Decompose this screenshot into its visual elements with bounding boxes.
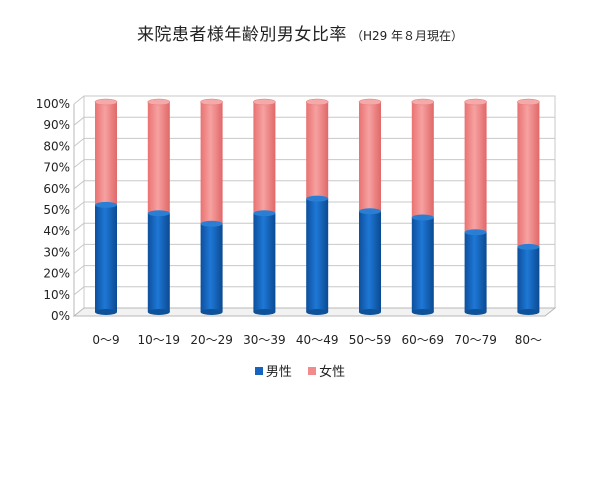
x-category-label: 70～79 xyxy=(454,333,497,347)
legend-item-male: 男性 xyxy=(254,361,292,380)
gridline-depth xyxy=(73,201,85,211)
legend-swatch-male xyxy=(254,366,263,375)
bar-female-cap xyxy=(305,98,329,106)
bars-layer xyxy=(94,98,540,315)
y-tick-label: 50% xyxy=(43,203,70,217)
gridline-depth xyxy=(73,138,85,147)
bar-male-base xyxy=(253,309,276,315)
gridline-depth xyxy=(73,95,85,105)
bar-male-base xyxy=(95,309,117,315)
bar-male-cap xyxy=(306,195,329,202)
gridline-depth xyxy=(73,222,85,232)
bar-male-base xyxy=(200,309,223,315)
bar-male-base xyxy=(359,309,381,315)
x-category-label: 50～59 xyxy=(349,333,392,347)
bar-male-base xyxy=(147,309,170,315)
legend-item-female: 女性 xyxy=(308,361,345,380)
x-category-label: 60～69 xyxy=(402,333,445,347)
bar-female xyxy=(359,102,381,212)
bar-male-cap xyxy=(253,210,276,217)
bar-female-cap xyxy=(358,98,382,106)
bar-female-cap xyxy=(94,98,118,106)
x-category-label: 80～ xyxy=(515,333,542,347)
bar-male-cap xyxy=(517,243,540,250)
bar-female xyxy=(464,102,487,233)
bar-female xyxy=(517,102,540,247)
bar-male-cap xyxy=(464,229,487,236)
y-tick-label: 30% xyxy=(43,245,70,259)
y-tick-label: 10% xyxy=(43,288,70,302)
bar-female-cap xyxy=(147,98,171,106)
gridline-depth xyxy=(73,244,85,253)
bar-male xyxy=(306,198,329,312)
legend: 男性 女性 xyxy=(0,361,600,380)
bar-male-base xyxy=(517,309,540,315)
bar-male xyxy=(200,223,223,312)
gridline-depth xyxy=(73,116,85,126)
chart-title: 来院患者様年齢別男女比率 （H29 年８月現在） xyxy=(0,20,600,45)
bar-male-base xyxy=(306,309,329,315)
bar-male-cap xyxy=(147,210,170,217)
gridline-depth xyxy=(73,159,85,168)
gridline-depth xyxy=(73,265,85,274)
bar-male-cap xyxy=(200,220,223,227)
gridline-depth xyxy=(73,180,85,190)
labels-layer: 0% 10% 20% 30% 40% 50% 60% 70% 80% 90% 100% 0～9 10～1… xyxy=(36,97,542,347)
y-tick-label: 0% xyxy=(51,309,70,323)
bar-male-cap xyxy=(359,208,381,215)
bar-male xyxy=(147,213,170,312)
y-tick-label: 80% xyxy=(43,139,70,153)
bar-male xyxy=(253,213,276,312)
bar-female xyxy=(147,102,170,214)
bar-female-cap xyxy=(253,98,276,106)
legend-swatch-female xyxy=(308,366,317,375)
bar-male xyxy=(95,204,117,312)
y-tick-label: 70% xyxy=(43,161,70,175)
x-category-label: 20～29 xyxy=(190,333,233,347)
y-tick-label: 90% xyxy=(43,118,70,132)
bar-female xyxy=(95,102,117,205)
bar-female-cap xyxy=(411,98,435,106)
y-tick-label: 60% xyxy=(43,182,70,196)
gridline-depth xyxy=(73,286,85,296)
bar-male xyxy=(359,211,381,312)
bar-male xyxy=(517,246,540,312)
x-category-label: 30～39 xyxy=(243,333,286,347)
y-tick-label: 40% xyxy=(43,224,70,238)
y-tick-label: 20% xyxy=(43,267,70,281)
bar-female xyxy=(411,102,434,218)
legend-label-female: 女性 xyxy=(319,365,346,380)
bar-male-cap xyxy=(95,201,117,208)
bar-female-cap xyxy=(200,98,223,106)
x-category-label: 40～49 xyxy=(296,333,339,347)
y-tick-label: 100% xyxy=(36,97,70,111)
legend-label-male: 男性 xyxy=(265,365,292,380)
chart-title-main: 来院患者様年齢別男女比率 xyxy=(136,25,347,45)
bar-female xyxy=(200,102,223,224)
x-category-label: 0～9 xyxy=(92,333,119,347)
bar-male-base xyxy=(411,309,434,315)
bar-male xyxy=(464,232,487,312)
bar-female xyxy=(306,102,329,199)
bar-male xyxy=(411,217,434,312)
bar-male-cap xyxy=(411,214,434,221)
x-category-label: 10～19 xyxy=(138,333,181,347)
bar-male-base xyxy=(464,309,487,315)
bar-female-cap xyxy=(464,98,487,106)
chart-subtitle: （H29 年８月現在） xyxy=(350,29,464,43)
bar-female xyxy=(253,102,276,214)
bar-female-cap xyxy=(517,98,540,106)
